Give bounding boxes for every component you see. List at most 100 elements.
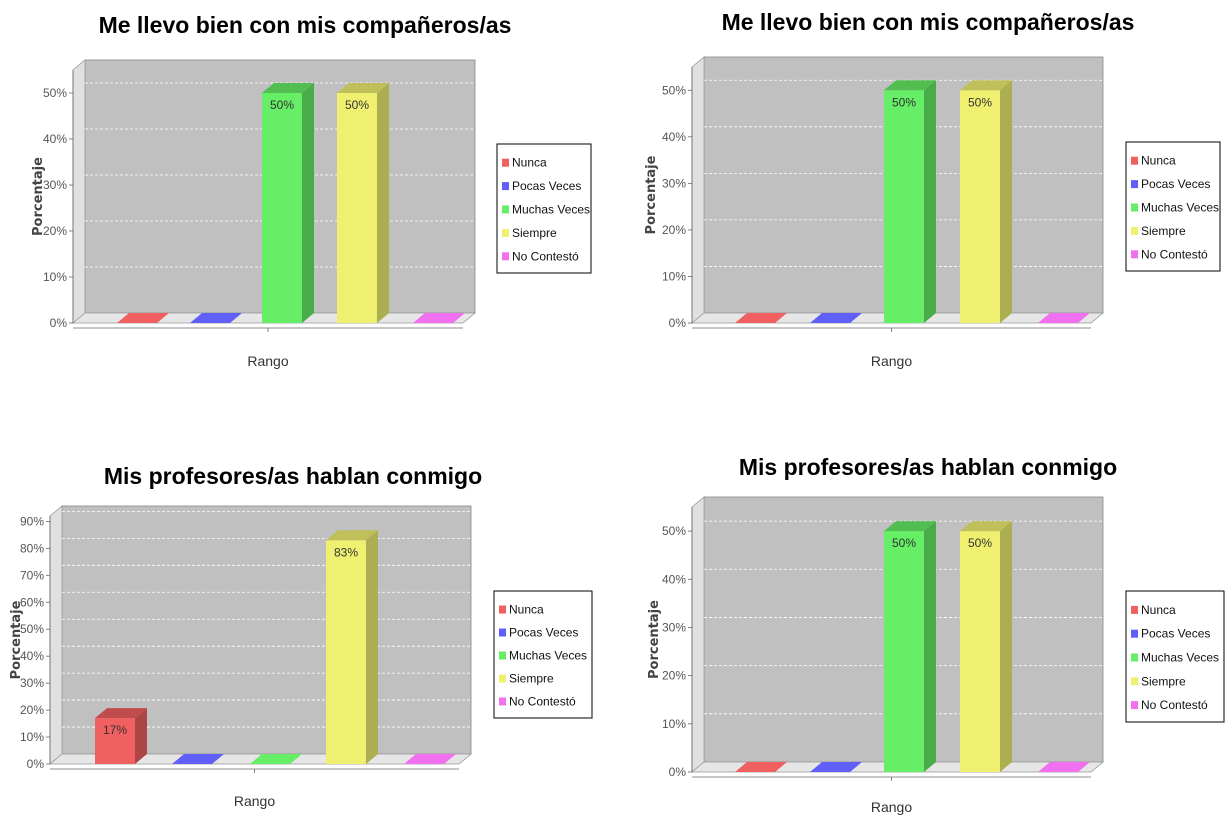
chart-svg: 0% 10% 20% 30% 40% 50% 60% 70% 80% 90% 17% 83% Mis p… bbox=[9, 463, 593, 809]
legend-swatch bbox=[499, 674, 506, 683]
chart-3: 0% 10% 20% 30% 40% 50% 60% 70% 80% 90% 17% 83% Mis p… bbox=[0, 440, 616, 831]
y-tick-label: 30% bbox=[20, 676, 44, 690]
chart-title: Mis profesores/as hablan conmigo bbox=[104, 463, 482, 489]
bar-nunca bbox=[735, 762, 787, 772]
legend-item-label: Pocas Veces bbox=[512, 179, 581, 193]
legend-item-label: Siempre bbox=[1141, 224, 1186, 238]
y-axis-label: Porcentaje bbox=[9, 600, 24, 679]
y-tick-label: 20% bbox=[662, 223, 686, 237]
bar-muchas-veces bbox=[884, 521, 936, 772]
y-tick-label: 30% bbox=[662, 176, 686, 190]
bar-nunca bbox=[735, 313, 787, 323]
legend-item-label: Nunca bbox=[1141, 603, 1176, 617]
y-tick-label: 0% bbox=[27, 757, 45, 771]
bar-value-label: 50% bbox=[892, 536, 916, 550]
legend-item-label: Siempre bbox=[1141, 674, 1186, 688]
y-tick-label: 40% bbox=[662, 130, 686, 144]
legend-item-label: Muchas Veces bbox=[509, 649, 587, 663]
legend-item-label: Muchas Veces bbox=[512, 203, 590, 217]
bar-nunca bbox=[95, 708, 147, 764]
y-tick-label: 10% bbox=[662, 717, 686, 731]
legend-item-label: Siempre bbox=[509, 672, 554, 686]
legend-swatch bbox=[1131, 653, 1138, 662]
y-tick-label: 30% bbox=[662, 620, 686, 634]
bar-pocas-veces bbox=[190, 313, 242, 323]
bar-no-contest bbox=[1038, 762, 1090, 772]
bar-siempre bbox=[337, 83, 389, 323]
y-tick-label: 50% bbox=[662, 524, 686, 538]
bar-value-label: 50% bbox=[968, 536, 992, 550]
y-tick-label: 20% bbox=[43, 224, 67, 238]
chart-title: Me llevo bien con mis compañeros/as bbox=[99, 12, 512, 38]
chart-svg: 0% 10% 20% 30% 40% 50% 50% 50% Me llevo bien con… bbox=[31, 12, 592, 369]
y-tick-label: 10% bbox=[20, 730, 44, 744]
bar-siempre bbox=[326, 530, 378, 764]
x-axis-label: Rango bbox=[871, 799, 912, 815]
bar-no-contest bbox=[1038, 313, 1090, 323]
legend-swatch bbox=[499, 651, 506, 660]
legend-swatch bbox=[499, 628, 506, 637]
bar-pocas-veces bbox=[172, 754, 224, 764]
legend-swatch bbox=[1131, 156, 1138, 165]
y-tick-label: 20% bbox=[662, 669, 686, 683]
bar-no-contest bbox=[413, 313, 465, 323]
legend: Nunca Pocas Veces Muchas Veces Siempre No Co… bbox=[496, 143, 592, 274]
legend-item-label: Siempre bbox=[512, 226, 557, 240]
y-tick-label: 0% bbox=[50, 316, 68, 330]
y-tick-label: 30% bbox=[43, 178, 67, 192]
y-axis-label: Porcentaje bbox=[31, 157, 46, 236]
y-tick-label: 0% bbox=[669, 765, 687, 779]
x-axis-label: Rango bbox=[247, 353, 288, 369]
legend-item-label: Pocas Veces bbox=[509, 626, 578, 640]
legend-item-label: No Contestó bbox=[1141, 698, 1208, 712]
bar-value-label: 50% bbox=[968, 95, 992, 109]
legend: Nunca Pocas Veces Muchas Veces Siempre No Co… bbox=[1125, 141, 1221, 272]
y-tick-label: 70% bbox=[20, 568, 44, 582]
y-tick-label: 0% bbox=[669, 316, 687, 330]
bar-value-label: 50% bbox=[892, 95, 916, 109]
y-tick-label: 40% bbox=[43, 132, 67, 146]
legend-swatch bbox=[502, 205, 509, 214]
chart-1: 0% 10% 20% 30% 40% 50% 50% 50% Me llevo bien con… bbox=[0, 0, 616, 400]
y-axis-label: Porcentaje bbox=[647, 600, 662, 679]
bar-pocas-veces bbox=[810, 313, 862, 323]
legend-swatch bbox=[1131, 629, 1138, 638]
x-axis-label: Rango bbox=[871, 353, 912, 369]
y-tick-label: 20% bbox=[20, 703, 44, 717]
legend-item-label: No Contestó bbox=[1141, 247, 1208, 261]
legend-swatch bbox=[499, 697, 506, 706]
y-tick-label: 80% bbox=[20, 541, 44, 555]
legend-swatch bbox=[1131, 203, 1138, 212]
legend-swatch bbox=[1131, 250, 1138, 259]
bar-value-label: 50% bbox=[345, 98, 369, 112]
y-axis-label: Porcentaje bbox=[644, 155, 659, 234]
legend-item-label: Nunca bbox=[512, 156, 547, 170]
legend-item-label: Muchas Veces bbox=[1141, 651, 1219, 665]
y-tick-label: 40% bbox=[20, 649, 44, 663]
legend-swatch bbox=[1131, 180, 1138, 189]
bar-no-contest bbox=[404, 754, 456, 764]
legend-item-label: No Contestó bbox=[512, 249, 579, 263]
chart-svg: 0% 10% 20% 30% 40% 50% 50% 50% Mis profesores/as… bbox=[647, 454, 1225, 815]
legend-swatch bbox=[1131, 605, 1138, 614]
plot-left-wall bbox=[72, 59, 86, 324]
legend: Nunca Pocas Veces Muchas Veces Siempre No Co… bbox=[493, 590, 593, 719]
x-axis-label: Rango bbox=[234, 793, 275, 809]
bar-muchas-veces bbox=[250, 754, 302, 764]
y-tick-label: 60% bbox=[20, 595, 44, 609]
legend-swatch bbox=[502, 228, 509, 237]
legend-item-label: Nunca bbox=[509, 603, 544, 617]
plot-left-wall bbox=[691, 56, 705, 324]
legend-item-label: No Contestó bbox=[509, 695, 576, 709]
plot-left-wall bbox=[691, 496, 705, 773]
y-tick-label: 90% bbox=[20, 514, 44, 528]
legend-swatch bbox=[502, 252, 509, 261]
legend-item-label: Muchas Veces bbox=[1141, 201, 1219, 215]
legend-item-label: Pocas Veces bbox=[1141, 627, 1210, 641]
y-tick-label: 50% bbox=[20, 622, 44, 636]
bar-muchas-veces bbox=[262, 83, 314, 323]
bar-value-label: 50% bbox=[270, 98, 294, 112]
bar-value-label: 83% bbox=[334, 545, 358, 559]
legend-swatch bbox=[499, 605, 506, 614]
bar-pocas-veces bbox=[810, 762, 862, 772]
